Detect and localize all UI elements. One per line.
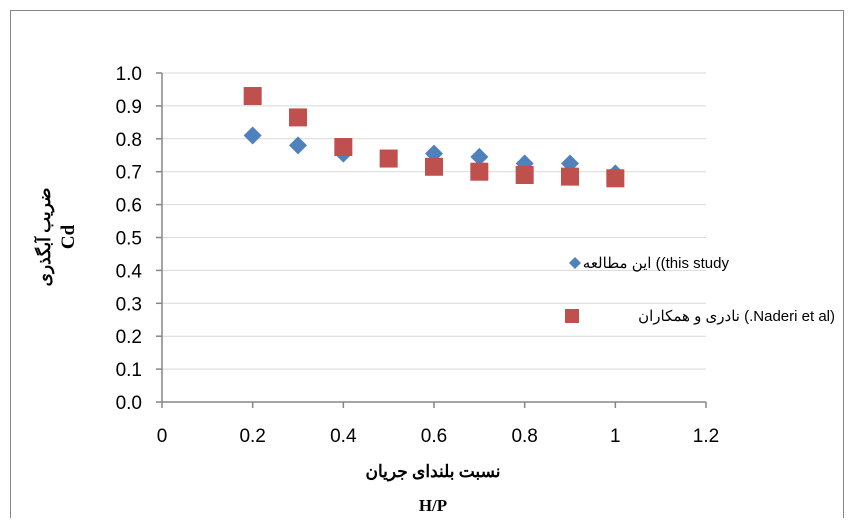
x-tick-label-5: 1: [610, 426, 621, 447]
y-tick-label-8: 0.8: [116, 130, 142, 151]
y-tick-label-1: 0.1: [116, 360, 142, 381]
x-tick-label-2: 0.4: [330, 426, 357, 447]
series-2-point-1: [243, 87, 262, 106]
y-axis-title-unit: Cd: [58, 224, 79, 249]
series-2-point-4: [379, 149, 398, 168]
series-1-point-1: [243, 126, 262, 145]
axes: [156, 72, 707, 408]
x-tick-label-3: 0.6: [421, 426, 447, 447]
x-tick-label-0: 0: [157, 426, 168, 447]
y-tick-label-7: 0.7: [116, 163, 142, 184]
y-tick-label-10: 1.0: [116, 64, 142, 85]
y-tick-label-6: 0.6: [116, 196, 142, 217]
y-axis-title: ضریب آبگذری: [33, 188, 55, 287]
series-1-point-6: [470, 147, 489, 166]
data-series: [243, 87, 625, 188]
y-tick-labels: 0.0 0.1 0.2 0.3 0.4 0.5 0.6 0.7 0.8 0.9 1.0: [116, 64, 143, 414]
y-tick-label-3: 0.3: [116, 294, 142, 315]
series-2-point-5: [425, 157, 443, 176]
x-tick-label-4: 0.8: [511, 426, 537, 447]
y-tick-label-5: 0.5: [116, 229, 142, 250]
x-tick-label-1: 0.2: [239, 426, 265, 447]
legend-label-series-2: نادری و همکاران (.Naderi et al): [638, 308, 835, 325]
series-2-point-9: [606, 169, 625, 188]
y-tick-label-2: 0.2: [116, 327, 142, 348]
series-2-point-8: [561, 167, 579, 186]
series-2-point-7: [515, 165, 534, 184]
legend-marker-diamond: [569, 257, 581, 269]
y-axis-title-group: ضریب آبگذری Cd: [33, 188, 79, 287]
series-2-point-2: [289, 108, 307, 127]
x-tick-label-6: 1.2: [693, 426, 719, 447]
series-2-point-3: [334, 138, 353, 157]
series-1-point-2: [289, 136, 307, 155]
legend: این مطالعه ((this study نادری و همکاران …: [565, 255, 835, 325]
x-axis-title-unit: H/P: [419, 496, 447, 515]
chart-border: [10, 10, 844, 521]
x-axis-title: نسبت بلندای جریان: [366, 462, 501, 482]
series-2-point-6: [470, 162, 489, 181]
y-tick-label-0: 0.0: [116, 393, 142, 414]
y-tick-label-9: 0.9: [116, 97, 142, 118]
legend-label-series-1: این مطالعه ((this study: [583, 255, 730, 272]
y-tick-label-4: 0.4: [116, 261, 143, 282]
x-tick-labels: 0 0.2 0.4 0.6 0.8 1 1.2: [157, 426, 720, 447]
legend-marker-square: [565, 309, 579, 323]
